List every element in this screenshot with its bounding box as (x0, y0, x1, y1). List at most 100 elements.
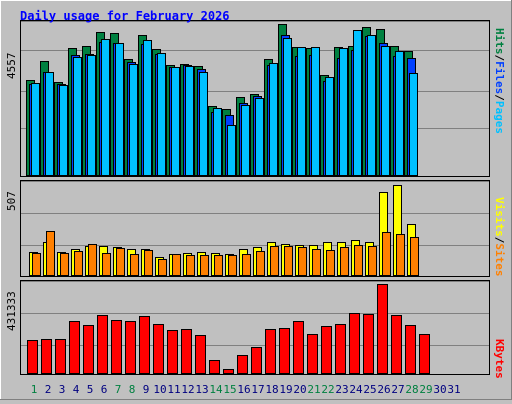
legend-pages: Pages (493, 100, 506, 134)
bar-sites-day-3 (60, 253, 69, 276)
bar-kbytes-day-6 (97, 315, 108, 374)
legend-visits: Visits (493, 197, 506, 237)
bar-sites-day-19 (284, 246, 293, 276)
panel1-ymax-label: 4557 (5, 52, 18, 80)
day-label-4: 4 (72, 383, 80, 396)
bar-pages-day-19 (283, 38, 292, 176)
bar-kbytes-day-28 (405, 325, 416, 374)
bar-pages-day-9 (143, 40, 152, 176)
bar-pages-day-26 (381, 46, 390, 176)
bar-sites-day-13 (200, 255, 209, 276)
bar-pages-day-25 (367, 35, 376, 176)
day-label-1: 1 (30, 383, 38, 396)
bar-sites-day-1 (32, 253, 41, 276)
legend-files: Files (493, 61, 506, 95)
day-label-29: 29 (419, 383, 433, 396)
bar-pages-day-14 (213, 108, 222, 176)
bar-kbytes-day-5 (83, 325, 94, 374)
day-label-25: 25 (363, 383, 377, 396)
day-label-8: 8 (128, 383, 136, 396)
bar-kbytes-day-16 (237, 355, 248, 374)
bar-pages-day-28 (409, 73, 418, 176)
bar-sites-day-15 (228, 255, 237, 276)
bar-sites-day-16 (242, 254, 251, 276)
bar-kbytes-day-9 (139, 316, 150, 374)
day-label-19: 19 (279, 383, 293, 396)
bar-sites-day-5 (88, 244, 97, 276)
day-label-21: 21 (307, 383, 321, 396)
day-label-5: 5 (86, 383, 94, 396)
bar-pages-day-22 (325, 77, 334, 176)
bar-pages-day-17 (255, 98, 264, 176)
bar-kbytes-day-27 (391, 315, 402, 374)
bar-sites-day-6 (102, 253, 111, 276)
bar-kbytes-day-21 (307, 334, 318, 374)
bar-kbytes-day-12 (181, 329, 192, 374)
bar-sites-day-25 (368, 246, 377, 276)
bar-kbytes-day-2 (41, 339, 52, 374)
bar-pages-day-10 (157, 53, 166, 176)
day-label-2: 2 (44, 383, 52, 396)
day-label-23: 23 (335, 383, 349, 396)
bar-pages-day-3 (59, 85, 68, 176)
bar-pages-day-21 (311, 47, 320, 176)
day-label-18: 18 (265, 383, 279, 396)
bar-sites-day-27 (396, 234, 405, 276)
day-label-28: 28 (405, 383, 419, 396)
legend-kbytes: KBytes (493, 339, 506, 379)
bar-sites-day-23 (340, 247, 349, 276)
panel1-legend: Hits/Files/Pages (493, 28, 506, 178)
day-label-9: 9 (142, 383, 150, 396)
bar-kbytes-day-23 (335, 324, 346, 374)
day-label-26: 26 (377, 383, 391, 396)
bar-sites-day-10 (158, 259, 167, 276)
legend-sep-1: / (493, 54, 506, 62)
bar-sites-day-21 (312, 249, 321, 276)
bar-pages-day-2 (45, 72, 54, 176)
bar-sites-day-7 (116, 248, 125, 276)
day-label-13: 13 (195, 383, 209, 396)
bar-kbytes-day-22 (321, 326, 332, 374)
bar-pages-day-27 (395, 51, 404, 176)
bar-sites-day-22 (326, 250, 335, 276)
bar-sites-day-20 (298, 247, 307, 276)
bar-kbytes-day-20 (293, 321, 304, 374)
day-label-15: 15 (223, 383, 237, 396)
bar-sites-day-12 (186, 255, 195, 276)
day-label-31: 31 (447, 383, 461, 396)
day-label-30: 30 (433, 383, 447, 396)
day-label-14: 14 (209, 383, 223, 396)
bar-sites-day-26 (382, 232, 391, 276)
bar-sites-day-2 (46, 231, 55, 276)
bar-pages-day-5 (87, 55, 96, 176)
bar-kbytes-day-29 (419, 334, 430, 374)
bar-pages-day-1 (31, 83, 40, 176)
bar-kbytes-day-4 (69, 321, 80, 374)
bar-kbytes-day-25 (363, 314, 374, 374)
day-label-10: 10 (153, 383, 167, 396)
bar-kbytes-day-15 (223, 369, 234, 374)
day-label-16: 16 (237, 383, 251, 396)
legend-hits: Hits (493, 28, 506, 55)
day-label-24: 24 (349, 383, 363, 396)
panel2-ymax-label: 507 (5, 191, 18, 211)
legend-sep-3: / (493, 236, 506, 244)
bar-kbytes-day-8 (125, 321, 136, 374)
bar-pages-day-6 (101, 39, 110, 176)
bar-sites-day-17 (256, 251, 265, 276)
bar-sites-day-28 (410, 237, 419, 276)
bar-kbytes-day-26 (377, 284, 388, 374)
bar-pages-day-8 (129, 64, 138, 176)
bar-pages-day-18 (269, 63, 278, 176)
bar-kbytes-day-3 (55, 339, 66, 374)
bar-kbytes-day-14 (209, 360, 220, 374)
day-label-12: 12 (181, 383, 195, 396)
bar-kbytes-day-24 (349, 313, 360, 374)
day-label-20: 20 (293, 383, 307, 396)
bar-kbytes-day-13 (195, 335, 206, 374)
bar-sites-day-9 (144, 250, 153, 276)
bar-sites-day-24 (354, 245, 363, 276)
bar-pages-day-16 (241, 105, 250, 176)
